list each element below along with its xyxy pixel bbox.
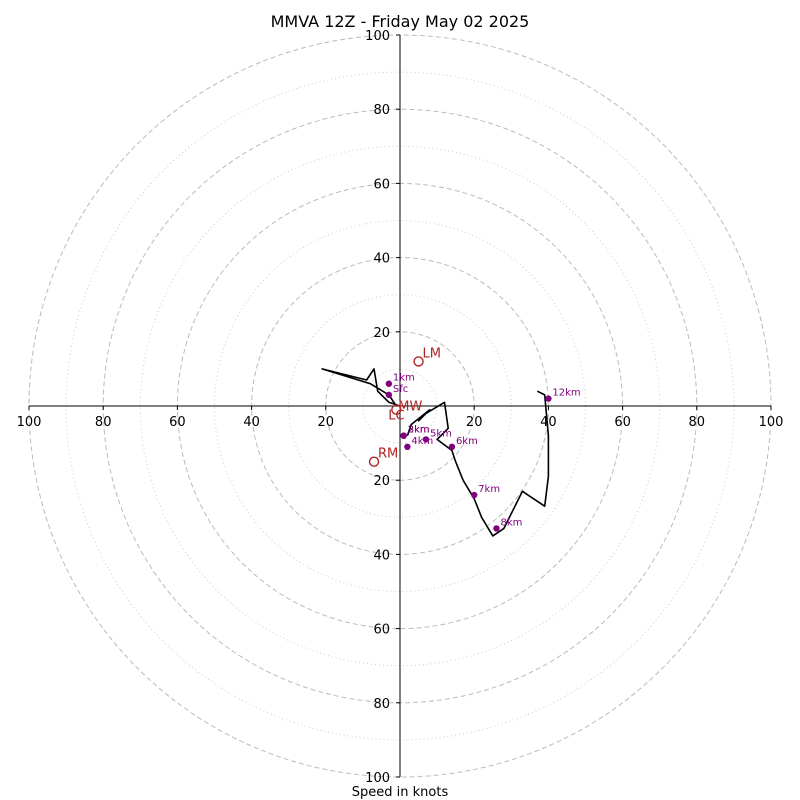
height-point xyxy=(471,491,478,499)
height-point xyxy=(385,391,393,399)
height-point-label: 3km xyxy=(408,425,430,436)
y-tick-label: 80 xyxy=(373,697,390,712)
height-point-label: 6km xyxy=(456,436,478,447)
height-point-label: 7km xyxy=(478,484,500,495)
chart-title: MMVA 12Z - Friday May 02 2025 xyxy=(271,12,530,31)
height-point-label: Sfc xyxy=(393,384,408,395)
y-tick-label: 20 xyxy=(373,474,390,489)
motion-marker-label: LC xyxy=(388,409,404,424)
height-point-label: 5km xyxy=(430,428,452,439)
y-tick-label: 40 xyxy=(373,252,390,267)
x-tick-label: 100 xyxy=(759,415,784,430)
y-tick-label: 100 xyxy=(365,29,390,44)
height-point-label: 8km xyxy=(500,517,522,528)
height-point xyxy=(493,525,500,532)
height-point xyxy=(448,443,456,451)
motion-marker xyxy=(391,404,402,415)
x-tick-label: 20 xyxy=(318,415,335,430)
y-tick-label: 100 xyxy=(365,771,390,786)
height-point-label: 2km xyxy=(408,425,430,436)
x-tick-label: 100 xyxy=(17,415,42,430)
hodograph-trace-upper-left xyxy=(321,368,401,407)
hodograph-trace-main xyxy=(406,390,550,537)
x-tick-label: 60 xyxy=(169,415,186,430)
x-tick-label: 40 xyxy=(243,415,260,430)
height-point xyxy=(404,443,411,451)
height-point-label: 4km xyxy=(411,436,433,447)
x-tick-label: 80 xyxy=(95,415,112,430)
y-tick-label: 60 xyxy=(373,623,390,638)
x-tick-label: 80 xyxy=(689,415,706,430)
hodograph-traces xyxy=(321,368,550,537)
height-point-label: 12km xyxy=(552,388,580,399)
x-tick-label: 40 xyxy=(540,415,557,430)
tick-labels: 100 100 100 100 80 80 80 80 60 60 60 60 40 40 40 40 20 20… xyxy=(17,29,784,786)
motion-marker-label: RM xyxy=(378,447,398,462)
motion-marker xyxy=(413,356,424,367)
y-tick-label: 80 xyxy=(373,103,390,118)
x-axis-label: Speed in knots xyxy=(352,785,449,800)
height-point xyxy=(385,380,393,387)
motion-marker xyxy=(368,456,380,467)
y-tick-label: 40 xyxy=(373,548,390,563)
x-tick-label: 20 xyxy=(466,415,483,430)
height-point-label: 1km xyxy=(393,373,415,384)
height-point xyxy=(422,436,430,443)
motion-marker-label: MW xyxy=(398,400,422,415)
height-point xyxy=(400,432,407,439)
y-tick-label: 20 xyxy=(373,326,390,341)
x-tick-label: 60 xyxy=(614,415,631,430)
y-tick-label: 60 xyxy=(373,177,390,192)
motion-marker-label: LM xyxy=(423,346,441,361)
height-point xyxy=(545,395,552,402)
